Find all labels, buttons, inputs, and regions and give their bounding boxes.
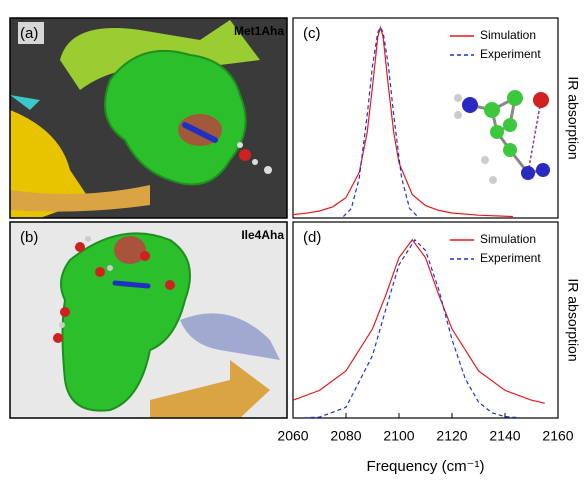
x-tick-label: 2120 bbox=[436, 428, 467, 444]
panel-label: (d) bbox=[303, 229, 321, 246]
x-tick-label: 2160 bbox=[542, 428, 573, 444]
legend-label: Simulation bbox=[480, 232, 536, 246]
legend-label: Simulation bbox=[480, 28, 536, 42]
line-series bbox=[342, 26, 419, 217]
x-tick-label: 2140 bbox=[489, 428, 520, 444]
panel-caption: Ile4Aha bbox=[241, 228, 284, 242]
legend-label: Experiment bbox=[480, 47, 541, 61]
panel-label: (b) bbox=[20, 229, 38, 246]
x-tick-label: 2060 bbox=[277, 428, 308, 444]
structure-image-a bbox=[10, 18, 287, 218]
molecule-inset bbox=[454, 90, 550, 184]
label-bg bbox=[18, 22, 44, 44]
x-axis-label: Frequency (cm⁻¹) bbox=[367, 458, 485, 475]
legend-label: Experiment bbox=[480, 251, 541, 265]
plot-frame bbox=[292, 221, 559, 419]
panel-frame bbox=[9, 17, 288, 219]
structure-image-b bbox=[10, 222, 287, 418]
panel-label: (a) bbox=[20, 25, 38, 42]
line-series bbox=[292, 238, 545, 404]
y-axis-label: IR absorption bbox=[565, 76, 581, 159]
line-series bbox=[292, 25, 514, 218]
panel-caption: Met1Aha bbox=[234, 24, 284, 38]
panel-label: (c) bbox=[303, 25, 321, 42]
line-series bbox=[303, 238, 519, 419]
y-axis-label: IR absorption bbox=[565, 278, 581, 361]
plot-frame bbox=[292, 17, 559, 219]
panel-frame bbox=[9, 221, 288, 419]
x-tick-label: 2080 bbox=[330, 428, 361, 444]
x-tick-label: 2100 bbox=[383, 428, 414, 444]
